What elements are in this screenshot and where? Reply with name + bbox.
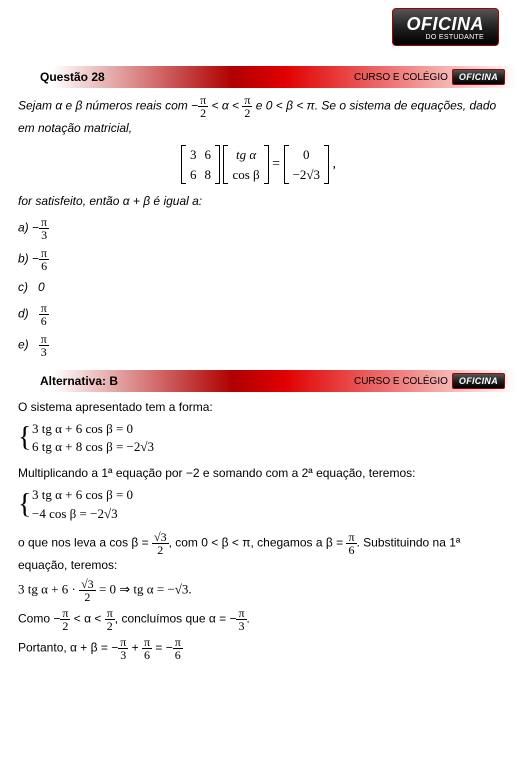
answer-title: Alternativa: B	[40, 374, 118, 388]
solution-body: O sistema apresentado tem a forma: 3 tg …	[0, 398, 517, 661]
matrix-3: 0−2√3	[284, 145, 329, 184]
option-c: c) 0	[18, 278, 499, 296]
oficina-logo-small: OFICINA	[452, 69, 505, 85]
solution-line3: o que nos leva a cos β = √32, com 0 < β …	[18, 531, 499, 574]
question-body: Sejam α e β números reais com −π2 < α < …	[0, 94, 517, 358]
solution-line6: Portanto, α + β = −π3 + π6 = −π6	[18, 636, 499, 661]
matrix-equation: 3668 tg αcos β = 0−2√3 ,	[18, 145, 499, 184]
sys2-a: 3 tg α + 6 cos β = 0	[32, 486, 499, 504]
question-header-text: CURSO E COLÉGIO	[354, 72, 448, 83]
sys1-a: 3 tg α + 6 cos β = 0	[32, 420, 499, 438]
solution-line2: Multiplicando a 1ª equação por −2 e soma…	[18, 464, 499, 482]
options: a) −π3 b) −π6 c) 0 d) π6 e) π3	[18, 216, 499, 358]
answer-header: Alternativa: B CURSO E COLÉGIO OFICINA	[0, 370, 517, 392]
option-a: a) −π3	[18, 216, 499, 241]
question-title: Questão 28	[40, 70, 105, 84]
option-e: e) π3	[18, 333, 499, 358]
answer-header-text: CURSO E COLÉGIO	[354, 376, 448, 387]
question-header: Questão 28 CURSO E COLÉGIO OFICINA	[0, 66, 517, 88]
satisfy-line: for satisfeito, então α + β é igual a:	[18, 192, 499, 210]
logo-bar: OFICINA DO ESTUDANTE	[0, 0, 517, 66]
sys2-b: −4 cos β = −2√3	[32, 505, 499, 523]
matrix-1: 3668	[181, 145, 220, 184]
system-2: 3 tg α + 6 cos β = 0 −4 cos β = −2√3	[18, 486, 499, 522]
question-header-right: CURSO E COLÉGIO OFICINA	[354, 69, 505, 85]
sys1-b: 6 tg α + 8 cos β = −2√3	[32, 438, 499, 456]
option-b: b) −π6	[18, 247, 499, 272]
option-d: d) π6	[18, 302, 499, 327]
logo-sub: DO ESTUDANTE	[407, 34, 485, 41]
solution-line4: 3 tg α + 6 · √32 = 0 ⇒ tg α = −√3.	[18, 578, 499, 603]
answer-header-right: CURSO E COLÉGIO OFICINA	[354, 373, 505, 389]
matrix-2: tg αcos β	[223, 145, 268, 184]
system-1: 3 tg α + 6 cos β = 0 6 tg α + 8 cos β = …	[18, 420, 499, 456]
oficina-logo-small-2: OFICINA	[452, 373, 505, 389]
question-intro: Sejam α e β números reais com −π2 < α < …	[18, 94, 499, 137]
oficina-logo: OFICINA DO ESTUDANTE	[392, 8, 500, 46]
logo-main: OFICINA	[407, 14, 485, 34]
solution-line1: O sistema apresentado tem a forma:	[18, 398, 499, 416]
solution-line5: Como −π2 < α < π2, concluímos que α = −π…	[18, 607, 499, 632]
